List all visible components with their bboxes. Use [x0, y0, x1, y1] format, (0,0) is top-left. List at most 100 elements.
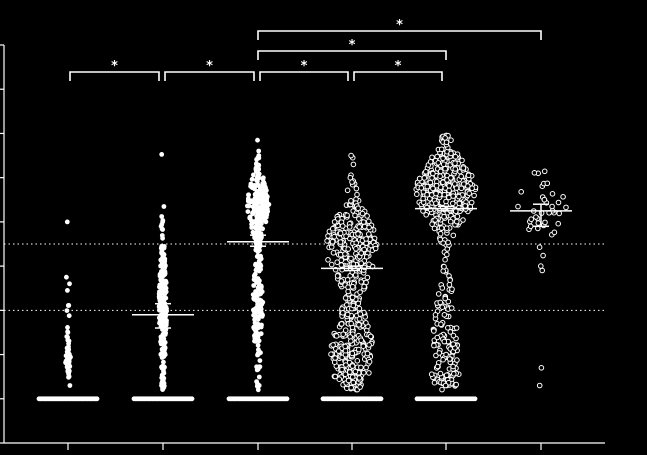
data-point — [159, 256, 165, 262]
data-point — [434, 334, 441, 341]
data-point — [356, 224, 363, 230]
data-point — [330, 250, 337, 256]
data-point — [447, 277, 453, 284]
data-point — [449, 286, 455, 293]
data-point — [361, 283, 367, 290]
data-point — [245, 209, 251, 215]
data-point — [448, 150, 454, 157]
data-point — [346, 224, 353, 230]
data-point — [468, 199, 475, 206]
data-point — [443, 225, 450, 231]
data-point — [255, 192, 261, 198]
outlier-point — [160, 219, 166, 225]
data-point — [251, 312, 256, 318]
data-point — [437, 370, 444, 377]
data-point — [359, 210, 366, 217]
data-point — [348, 198, 354, 204]
data-point — [255, 352, 260, 358]
data-point — [556, 210, 563, 217]
data-point — [437, 173, 443, 179]
data-point — [540, 252, 546, 259]
data-point — [256, 347, 261, 353]
data-point — [255, 166, 260, 172]
data-point — [366, 261, 372, 268]
data-point — [66, 313, 72, 319]
data-point — [251, 172, 256, 178]
data-point — [460, 217, 466, 223]
data-point — [251, 209, 256, 215]
data-point — [450, 232, 457, 239]
data-point — [324, 238, 330, 244]
data-point — [450, 200, 456, 207]
data-point — [339, 366, 345, 373]
data-point — [451, 371, 457, 377]
axis-ticks — [0, 44, 542, 450]
data-point — [433, 182, 440, 189]
outlier-point — [64, 219, 70, 225]
significance-label: * — [111, 59, 118, 74]
data-point — [440, 268, 447, 274]
data-point — [461, 181, 467, 187]
data-point — [535, 220, 542, 226]
significance-label: * — [395, 59, 402, 74]
data-point — [560, 194, 566, 200]
data-point — [159, 214, 165, 219]
data-point — [555, 199, 562, 206]
data-point — [472, 396, 478, 402]
data-point — [161, 204, 167, 209]
data-point — [462, 203, 469, 209]
data-point — [160, 341, 166, 346]
data-point — [446, 356, 453, 362]
data-point — [515, 203, 521, 210]
data-point — [345, 377, 352, 384]
group-1-points — [131, 152, 195, 402]
data-point — [254, 323, 260, 328]
data-point — [357, 384, 363, 390]
data-point — [349, 374, 356, 380]
data-point — [356, 346, 362, 353]
data-point — [161, 359, 166, 365]
data-point — [160, 375, 166, 380]
data-point — [156, 315, 162, 321]
data-point — [347, 369, 353, 375]
data-point — [466, 190, 473, 197]
outlier-point — [350, 161, 357, 168]
data-point — [344, 212, 350, 219]
data-point — [256, 227, 261, 233]
data-point — [421, 175, 428, 181]
data-point — [249, 225, 255, 230]
data-point — [256, 205, 262, 211]
data-point — [257, 247, 262, 253]
data-point — [337, 230, 344, 236]
data-point — [329, 238, 336, 245]
data-point — [342, 295, 349, 301]
data-point — [358, 250, 365, 256]
data-point — [441, 263, 447, 270]
data-point — [441, 312, 448, 318]
significance-label: * — [396, 18, 403, 33]
data-point — [245, 203, 250, 209]
data-point — [453, 381, 460, 388]
data-point — [159, 279, 165, 285]
data-point — [246, 192, 251, 198]
data-point — [423, 168, 429, 175]
data-point — [66, 371, 71, 377]
data-point — [372, 245, 379, 252]
data-point — [469, 185, 475, 191]
data-point — [458, 173, 465, 180]
data-point — [65, 329, 70, 335]
data-point — [263, 219, 269, 225]
outlier-point — [158, 223, 164, 229]
data-point — [160, 363, 166, 369]
group-5-points — [515, 168, 569, 389]
data-point — [356, 375, 363, 381]
significance-label: * — [301, 59, 308, 74]
data-point — [332, 373, 339, 380]
significance-bracket — [353, 71, 443, 81]
data-point — [353, 185, 360, 192]
data-point — [66, 303, 72, 308]
data-point — [447, 329, 454, 335]
data-point — [251, 283, 257, 288]
significance-bracket — [259, 71, 349, 81]
data-point — [436, 350, 443, 356]
